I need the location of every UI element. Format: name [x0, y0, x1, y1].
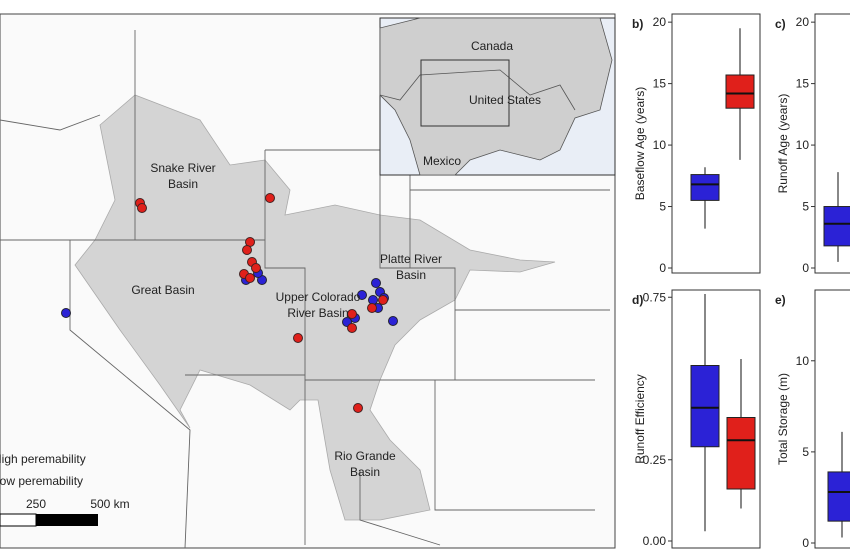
inset-label: Canada	[471, 39, 513, 53]
y-tick-label: 0	[659, 261, 666, 275]
basin-label: Upper Colorado	[276, 290, 361, 304]
site-point	[367, 303, 377, 313]
y-tick-label: 5	[659, 200, 666, 214]
site-point	[137, 203, 147, 213]
scale-bar	[0, 513, 98, 527]
basin-label: Great Basin	[131, 283, 194, 297]
scale-label: 500 km	[90, 497, 129, 511]
site-points	[61, 193, 398, 413]
site-point	[357, 290, 367, 300]
map	[0, 13, 616, 549]
panel-label: c)	[775, 17, 786, 31]
y-tick-label: 10	[653, 138, 667, 152]
legend-label: Low peremability	[0, 474, 83, 488]
box	[823, 206, 850, 247]
y-axis-label: Baseflow Age (years)	[633, 87, 647, 200]
y-tick-label: 5	[802, 445, 809, 459]
y-tick-label: 15	[653, 77, 667, 91]
y-tick-label: 5	[802, 200, 809, 214]
basin-label: Snake River	[150, 161, 215, 175]
y-tick-label: 0.25	[643, 453, 667, 467]
box	[726, 417, 756, 490]
panel-label: d)	[632, 293, 643, 307]
y-tick-label: 10	[796, 138, 810, 152]
site-point	[378, 295, 388, 305]
site-point	[242, 245, 252, 255]
site-point	[293, 333, 303, 343]
site-point	[347, 323, 357, 333]
site-point	[265, 193, 275, 203]
basin-label: Basin	[396, 268, 426, 282]
y-tick-label: 0.75	[643, 290, 667, 304]
panel-label: b)	[632, 17, 643, 31]
y-axis-label: Runoff Efficiency	[633, 374, 647, 464]
inset-map	[379, 17, 616, 176]
box	[690, 174, 720, 201]
box	[725, 74, 755, 109]
inset-label: United States	[469, 93, 541, 107]
basin-label: Platte River	[380, 252, 442, 266]
site-point	[353, 403, 363, 413]
panel-label: e)	[775, 293, 786, 307]
site-point	[251, 263, 261, 273]
basin-label: River Basin	[287, 306, 348, 320]
y-tick-label: 0.00	[643, 534, 667, 548]
box	[827, 471, 850, 522]
box	[690, 365, 720, 448]
site-point	[347, 309, 357, 319]
y-axis-label: Runoff Age (years)	[776, 94, 790, 194]
y-tick-label: 15	[796, 77, 810, 91]
legend-label: High peremability	[0, 452, 86, 466]
y-tick-label: 0	[802, 261, 809, 275]
y-tick-label: 20	[796, 15, 810, 29]
site-point	[61, 308, 71, 318]
basin-label: Rio Grande	[334, 449, 396, 463]
site-point	[388, 316, 398, 326]
scale-label: 250	[26, 497, 46, 511]
site-point	[245, 273, 255, 283]
inset-label: Mexico	[423, 154, 461, 168]
basin-label: Basin	[168, 177, 198, 191]
y-tick-label: 0	[802, 536, 809, 550]
site-point	[371, 278, 381, 288]
y-tick-label: 20	[653, 15, 667, 29]
y-tick-label: 10	[796, 354, 810, 368]
y-axis-label: Total Storage (m)	[776, 373, 790, 465]
basins	[74, 94, 556, 521]
basin-label: Basin	[350, 465, 380, 479]
plot-frame	[671, 13, 761, 274]
